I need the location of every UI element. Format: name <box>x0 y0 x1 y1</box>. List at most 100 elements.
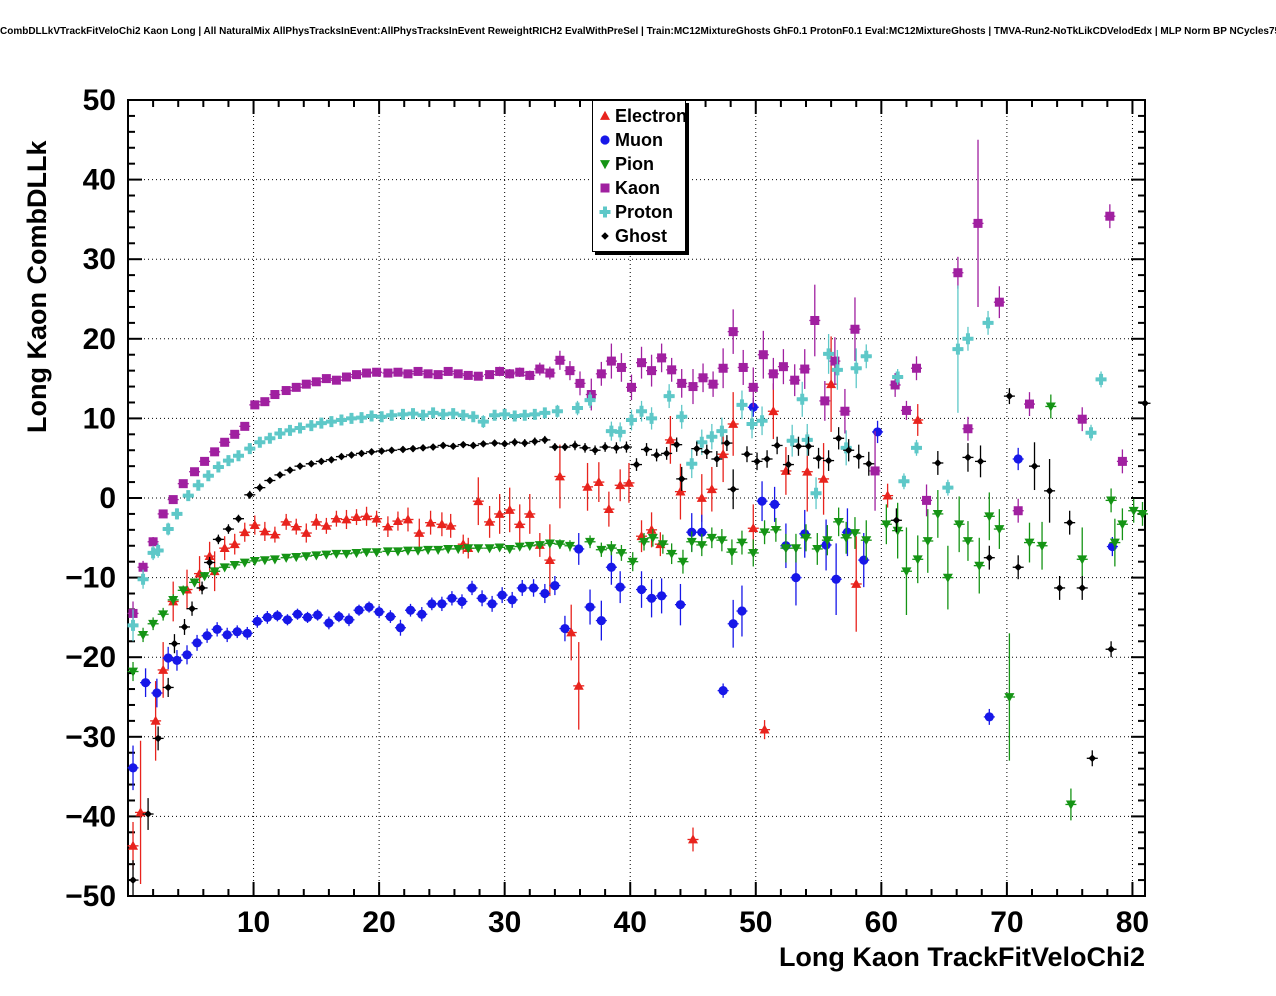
data-point-pion <box>544 539 555 549</box>
x-tick-label: 40 <box>614 906 647 939</box>
data-point-kaon <box>1105 211 1115 221</box>
data-series-layer <box>127 139 1151 896</box>
data-point-ghost <box>703 448 711 456</box>
data-point-pion <box>833 517 844 528</box>
data-point-pion <box>954 520 965 530</box>
data-point-proton <box>636 405 648 417</box>
data-point-pion <box>138 631 149 641</box>
data-point-electron <box>321 520 332 530</box>
data-point-proton <box>706 431 718 443</box>
data-point-ghost <box>854 452 863 461</box>
data-point-pion <box>331 549 342 559</box>
data-point-muon <box>417 609 427 619</box>
triangle-down-marker-icon <box>600 160 610 170</box>
data-point-muon <box>507 595 517 605</box>
data-point-proton <box>850 362 862 374</box>
legend-entry-ghost: Ghost <box>597 224 685 248</box>
data-point-proton <box>786 435 798 447</box>
data-point-proton <box>244 443 256 455</box>
data-point-proton <box>397 408 409 420</box>
data-point-ghost <box>729 485 737 494</box>
data-point-kaon <box>637 358 647 368</box>
data-point-ghost <box>377 447 386 455</box>
data-point-ghost <box>129 876 137 884</box>
data-point-ghost <box>1078 584 1087 592</box>
data-point-pion <box>239 558 250 568</box>
data-point-pion <box>564 541 575 551</box>
data-point-pion <box>1065 800 1076 810</box>
data-point-proton <box>584 394 596 406</box>
data-point-proton <box>1095 373 1107 385</box>
data-point-kaon <box>270 390 280 400</box>
legend-label: Muon <box>615 129 663 150</box>
data-point-kaon <box>850 324 860 334</box>
data-point-proton <box>212 461 224 473</box>
data-point-electron <box>150 715 161 725</box>
data-point-pion <box>423 545 434 555</box>
legend-label: Kaon <box>615 177 660 198</box>
data-point-kaon <box>485 370 495 380</box>
data-point-pion <box>639 537 650 547</box>
data-point-pion <box>534 541 545 551</box>
data-point-ghost <box>1107 645 1115 654</box>
data-point-muon <box>528 583 539 593</box>
data-point-kaon <box>698 373 708 383</box>
data-point-kaon <box>738 362 748 372</box>
data-point-muon <box>457 596 467 607</box>
data-point-ghost <box>317 457 326 466</box>
data-point-ghost <box>591 446 599 455</box>
data-point-kaon <box>321 374 331 384</box>
data-point-pion <box>433 545 444 555</box>
data-point-kaon <box>890 380 900 390</box>
data-point-electron <box>382 521 393 531</box>
data-point-electron <box>646 524 657 534</box>
data-point-electron <box>514 519 525 529</box>
data-point-ghost <box>429 443 437 451</box>
data-point-muon <box>292 609 303 619</box>
data-point-proton <box>801 434 813 446</box>
data-point-muon <box>282 615 293 625</box>
data-point-electron <box>445 520 456 530</box>
data-point-pion <box>657 540 668 550</box>
data-point-proton <box>152 545 164 557</box>
data-point-electron <box>582 481 593 491</box>
data-point-electron <box>882 490 893 500</box>
data-point-ghost <box>266 476 274 485</box>
data-point-ghost <box>672 440 681 449</box>
data-point-proton <box>499 408 511 420</box>
data-point-proton <box>356 412 368 424</box>
data-point-kaon <box>555 355 565 365</box>
data-point-kaon <box>453 369 463 379</box>
data-point-pion <box>321 550 332 560</box>
data-point-electron <box>826 378 837 389</box>
data-point-proton <box>147 547 159 559</box>
data-point-proton <box>202 470 214 482</box>
data-point-ghost <box>439 441 447 450</box>
y-tick-label: −10 <box>65 562 116 595</box>
data-point-electron <box>128 840 139 850</box>
data-point-muon <box>163 653 173 663</box>
data-point-pion <box>647 533 658 543</box>
y-tick-label: 0 <box>99 482 116 515</box>
data-point-pion <box>1109 538 1120 548</box>
data-point-ghost <box>296 462 304 470</box>
data-point-electron <box>802 466 813 476</box>
cross-marker-icon <box>599 206 611 218</box>
data-point-pion <box>413 546 424 556</box>
data-point-pion <box>726 548 737 558</box>
data-point-ghost <box>347 451 356 459</box>
data-point-ghost <box>154 734 162 743</box>
data-point-ghost <box>571 441 579 450</box>
data-point-electron <box>504 504 515 514</box>
data-point-muon <box>718 686 728 696</box>
data-point-pion <box>790 544 801 554</box>
data-point-ghost <box>985 553 994 562</box>
data-point-muon <box>872 427 883 437</box>
data-point-kaon <box>922 495 932 505</box>
data-point-muon <box>770 499 780 509</box>
y-axis-title: Long Kaon CombDLLk <box>22 140 52 433</box>
data-point-ghost <box>541 436 549 444</box>
data-point-kaon <box>495 366 505 376</box>
data-point-electron <box>851 578 862 588</box>
data-point-ghost <box>357 449 366 458</box>
